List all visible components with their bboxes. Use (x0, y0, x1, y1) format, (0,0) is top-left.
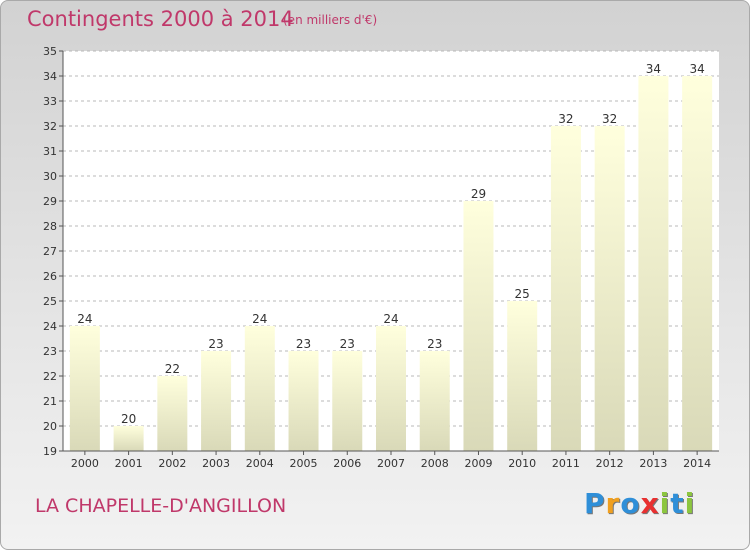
y-tick-label: 19 (43, 445, 57, 458)
bar-value-label: 22 (165, 362, 180, 376)
x-tick-label: 2014 (683, 457, 711, 470)
bar (113, 426, 144, 451)
commune-name: LA CHAPELLE-D'ANGILLON (35, 495, 287, 517)
bar (550, 126, 581, 451)
logo-letter: P (584, 487, 606, 520)
y-tick-label: 31 (43, 145, 57, 158)
logo-letter: t (670, 487, 685, 520)
y-tick-label: 33 (43, 95, 57, 108)
y-tick-label: 32 (43, 120, 57, 133)
bar (157, 376, 188, 451)
x-tick-label: 2000 (71, 457, 99, 470)
logo-letter: r (605, 487, 621, 520)
y-tick-label: 21 (43, 395, 57, 408)
logo-letter: i (684, 487, 696, 520)
bar (594, 126, 625, 451)
bar (201, 351, 232, 451)
y-tick-label: 26 (43, 270, 57, 283)
proxiti-logo: Proxiti (584, 487, 695, 520)
bar (507, 301, 538, 451)
bar-value-label: 32 (558, 112, 573, 126)
logo-letter: i (659, 487, 671, 520)
bar-value-label: 24 (252, 312, 267, 326)
x-tick-label: 2001 (115, 457, 143, 470)
bar-value-label: 23 (340, 337, 355, 351)
chart-unit: (en milliers d'€) (283, 13, 378, 27)
bar-value-label: 29 (471, 187, 486, 201)
bar-value-label: 25 (515, 287, 530, 301)
bar (463, 201, 494, 451)
bar (332, 351, 363, 451)
x-tick-label: 2010 (508, 457, 536, 470)
bar-value-label: 23 (208, 337, 223, 351)
bar-value-label: 32 (602, 112, 617, 126)
x-tick-label: 2007 (377, 457, 405, 470)
bar (69, 326, 100, 451)
y-tick-label: 28 (43, 220, 57, 233)
bar (638, 76, 669, 451)
y-tick-label: 25 (43, 295, 57, 308)
x-tick-label: 2008 (421, 457, 449, 470)
x-tick-label: 2009 (464, 457, 492, 470)
y-tick-label: 27 (43, 245, 57, 258)
y-tick-label: 29 (43, 195, 57, 208)
bar-value-label: 23 (427, 337, 442, 351)
y-tick-label: 24 (43, 320, 57, 333)
bar (288, 351, 319, 451)
y-tick-label: 23 (43, 345, 57, 358)
bar (244, 326, 275, 451)
logo-letter: x (640, 487, 660, 520)
bar-value-label: 24 (383, 312, 398, 326)
y-tick-label: 30 (43, 170, 57, 183)
x-tick-label: 2006 (333, 457, 361, 470)
bar-value-label: 34 (646, 62, 661, 76)
logo-letter: o (620, 487, 641, 520)
x-tick-label: 2005 (290, 457, 318, 470)
bar (376, 326, 406, 451)
x-tick-label: 2011 (552, 457, 580, 470)
x-tick-label: 2012 (596, 457, 624, 470)
bar (419, 351, 450, 451)
y-tick-label: 22 (43, 370, 57, 383)
chart-title: Contingents 2000 à 2014 (27, 7, 294, 31)
x-tick-label: 2004 (246, 457, 274, 470)
x-tick-label: 2002 (158, 457, 186, 470)
y-tick-label: 20 (43, 420, 57, 433)
x-tick-label: 2003 (202, 457, 230, 470)
bar-value-label: 34 (689, 62, 704, 76)
y-tick-label: 34 (43, 70, 57, 83)
bar-value-label: 24 (77, 312, 92, 326)
bar (682, 76, 713, 451)
bar-value-label: 20 (121, 412, 136, 426)
bar-value-label: 23 (296, 337, 311, 351)
y-tick-label: 35 (43, 45, 57, 58)
x-tick-label: 2013 (639, 457, 667, 470)
